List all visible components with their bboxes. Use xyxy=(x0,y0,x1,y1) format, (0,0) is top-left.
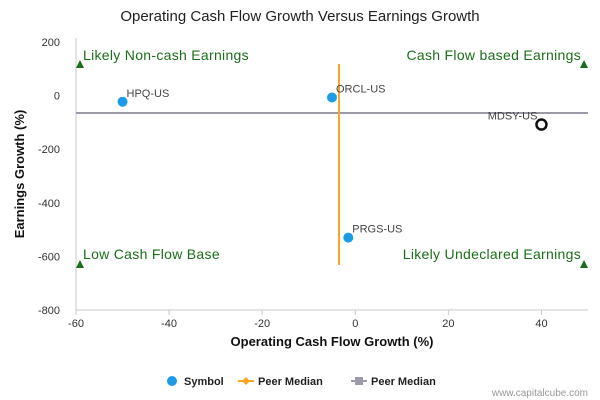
data-label-orcl-us: ORCL-US xyxy=(336,83,386,95)
chart-title: Operating Cash Flow Growth Versus Earnin… xyxy=(120,8,479,25)
data-label-hpq-us: HPQ-US xyxy=(127,88,170,100)
x-axis-title: Operating Cash Flow Growth (%) xyxy=(231,334,434,349)
quadrant-marker-icon xyxy=(580,260,588,268)
quadrant-marker-icon xyxy=(580,60,588,68)
quadrant-marker-icon xyxy=(76,60,84,68)
legend-label: Peer Median xyxy=(371,376,436,388)
x-tick-label: -60 xyxy=(68,318,84,330)
legend-diamond-icon xyxy=(242,377,250,385)
quadrant-label-bottom-left: Low Cash Flow Base xyxy=(83,246,220,262)
y-tick-label: 0 xyxy=(54,91,60,103)
legend: Symbol Peer Median Peer Median xyxy=(167,376,436,388)
legend-label: Symbol xyxy=(184,376,224,388)
quadrant-marker-icon xyxy=(76,260,84,268)
data-point-orcl-us xyxy=(327,92,337,103)
quadrant-label-top-left: Likely Non-cash Earnings xyxy=(83,47,249,63)
data-point-prgs-us xyxy=(343,232,354,243)
legend-square-icon xyxy=(355,377,363,385)
legend-label: Peer Median xyxy=(258,376,323,388)
quadrant-labels: Likely Non-cash Earnings Cash Flow based … xyxy=(76,47,588,268)
peer-median-lines xyxy=(76,64,588,265)
quadrant-label-top-right: Cash Flow based Earnings xyxy=(406,47,581,63)
y-tick-label: -600 xyxy=(38,251,60,263)
data-label-mdsy-us: MDSY-US xyxy=(488,111,538,123)
y-tick-label: -200 xyxy=(38,144,60,156)
x-tick-label: 20 xyxy=(442,318,454,330)
quadrant-label-bottom-right: Likely Undeclared Earnings xyxy=(403,246,581,262)
data-point-mdsy-us xyxy=(535,118,548,131)
footer-credit: www.capitalcube.com xyxy=(491,388,588,399)
y-tick-label: -800 xyxy=(38,305,60,317)
x-tick-label: 40 xyxy=(535,318,547,330)
plot-area xyxy=(75,38,588,311)
y-tick-label: -400 xyxy=(38,198,60,210)
data-points: HPQ-US ORCL-US PRGS-US MDSY-US xyxy=(117,83,548,243)
y-tick-label: 200 xyxy=(42,37,60,49)
legend-symbol-dot-icon xyxy=(167,376,177,386)
x-tick-label: -40 xyxy=(161,318,177,330)
data-point-hpq-us xyxy=(117,96,128,107)
data-label-prgs-us: PRGS-US xyxy=(352,224,402,236)
y-axis-title: Earnings Growth (%) xyxy=(12,110,27,239)
x-tick-label: 0 xyxy=(352,318,358,330)
x-tick-label: -20 xyxy=(254,318,270,330)
